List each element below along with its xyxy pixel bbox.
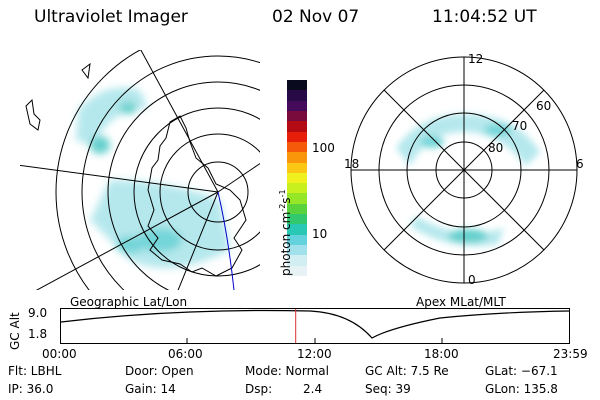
info-dsp-value: 2.4 xyxy=(303,382,323,396)
colorbar-band xyxy=(287,110,307,122)
mlat-label-70: 70 xyxy=(512,119,527,133)
polar-grid xyxy=(350,56,578,284)
mlat-mlt-polar-plot: 12 18 6 0 60 70 80 xyxy=(344,52,584,287)
info-mode: Mode: Normal xyxy=(245,364,329,378)
info-filter: Flt: LBHL xyxy=(8,364,62,378)
mlt-label-18: 18 xyxy=(344,157,359,171)
right-panel-label: Apex MLat/MLT xyxy=(416,295,506,309)
colorbar-band xyxy=(287,152,307,163)
colorbar-band xyxy=(287,214,307,225)
colorbar-band xyxy=(287,121,307,132)
timeline-y-top: 9.0 xyxy=(28,306,48,320)
info-glon: GLon: 135.8 xyxy=(485,382,558,396)
altitude-curve xyxy=(60,309,570,339)
info-door: Door: Open xyxy=(125,364,194,378)
info-gain: Gain: 14 xyxy=(125,382,176,396)
timeline-tick-0600: 06:00 xyxy=(168,347,203,361)
info-dsp-label: Dsp: xyxy=(245,382,273,396)
colorbar-band xyxy=(287,255,307,266)
info-glat: GLat: −67.1 xyxy=(485,364,558,378)
colorbar xyxy=(287,80,307,276)
colorbar-band xyxy=(287,100,307,111)
colorbar-band xyxy=(287,193,307,204)
timeline-tick-0000: 00:00 xyxy=(42,347,77,361)
colorbar-band xyxy=(287,172,307,184)
info-ip: IP: 36.0 xyxy=(8,382,54,396)
timeline-tick-2359: 23:59 xyxy=(553,347,588,361)
lat-circles xyxy=(55,50,260,290)
mlt-label-12: 12 xyxy=(468,52,483,66)
coastline xyxy=(25,62,247,277)
right-aurora xyxy=(396,114,540,246)
timeline-tick-1200: 12:00 xyxy=(297,347,332,361)
app-title: Ultraviolet Imager xyxy=(34,7,188,27)
satellite-ground-track xyxy=(217,191,235,290)
info-seq: Seq: 39 xyxy=(365,382,411,396)
colorbar-tick-100: 100 xyxy=(312,141,335,155)
timeline-ticks xyxy=(186,338,443,343)
colorbar-band xyxy=(287,245,307,256)
colorbar-band xyxy=(287,80,307,91)
mlat-label-60: 60 xyxy=(536,99,551,113)
observation-time: 11:04:52 UT xyxy=(432,7,537,27)
timeline-y-bottom: 1.8 xyxy=(28,327,48,341)
mlt-label-6: 6 xyxy=(576,157,584,171)
geographic-map xyxy=(20,50,260,290)
timeline-tick-1800: 18:00 xyxy=(424,347,459,361)
mlt-label-0: 0 xyxy=(468,273,476,287)
left-aurora xyxy=(76,87,230,268)
colorbar-band xyxy=(287,224,307,235)
observation-date: 02 Nov 07 xyxy=(272,7,360,27)
colorbar-band xyxy=(287,131,307,142)
longitude-lines xyxy=(20,50,260,290)
colorbar-band xyxy=(287,162,307,173)
colorbar-band xyxy=(287,234,307,245)
colorbar-tick-10: 10 xyxy=(312,227,328,241)
colorbar-band xyxy=(287,203,307,215)
mlat-label-80: 80 xyxy=(488,141,503,155)
info-gc-alt: GC Alt: 7.5 Re xyxy=(365,364,449,378)
colorbar-band xyxy=(287,183,307,194)
timeline-axis-label: GC Alt xyxy=(8,312,22,350)
colorbar-unit-label: photon cm-2s-1 xyxy=(278,189,293,276)
altitude-timeline xyxy=(60,308,570,344)
left-panel-label: Geographic Lat/Lon xyxy=(70,295,188,309)
colorbar-band xyxy=(287,265,307,276)
colorbar-band xyxy=(287,141,307,153)
colorbar-band xyxy=(287,90,307,101)
